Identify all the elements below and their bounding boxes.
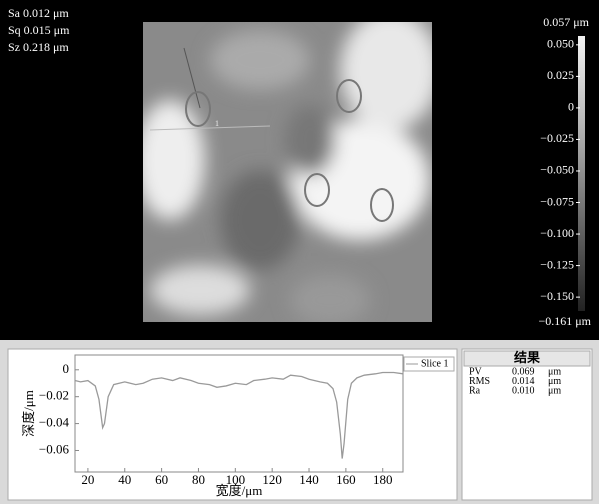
stat: Sa 0.012 μm bbox=[8, 6, 69, 20]
x-tick-label: 20 bbox=[81, 472, 94, 487]
result-cell: Ra bbox=[469, 385, 481, 396]
x-tick-label: 160 bbox=[336, 472, 356, 487]
page: 1 0.057 μm −0.161 μm 结果 Sa 0.012 μm Sq 0.… bbox=[0, 0, 599, 504]
colorbar-tick-label: 0 bbox=[568, 100, 574, 114]
marker-label: 1 bbox=[215, 119, 219, 128]
colorbar-tick-label: −0.075 bbox=[540, 194, 574, 208]
stat: Sz 0.218 μm bbox=[8, 40, 69, 54]
y-tick-label: −0.06 bbox=[39, 441, 70, 456]
stat: Sq 0.015 μm bbox=[8, 23, 70, 37]
y-axis-label: 深度/μm bbox=[21, 390, 36, 437]
x-tick-label: 60 bbox=[155, 472, 168, 487]
y-tick-label: −0.02 bbox=[39, 388, 69, 403]
legend-label: Slice 1 bbox=[421, 358, 449, 369]
colorbar-tick-label: 0.050 bbox=[547, 37, 574, 51]
colorbar-tick-label: −0.150 bbox=[540, 289, 574, 303]
result-cell: 0.010 bbox=[512, 385, 535, 396]
x-tick-label: 140 bbox=[299, 472, 319, 487]
x-tick-label: 180 bbox=[373, 472, 393, 487]
colorbar-tick-label: −0.100 bbox=[540, 226, 574, 240]
results-title: 结果 bbox=[514, 350, 540, 365]
x-tick-label: 120 bbox=[262, 472, 282, 487]
surface-image: 1 bbox=[135, 10, 440, 325]
colorbar-max: 0.057 μm bbox=[543, 15, 589, 29]
colorbar bbox=[578, 36, 585, 311]
x-tick-label: 40 bbox=[118, 472, 131, 487]
x-axis-label: 宽度/μm bbox=[216, 483, 263, 498]
screen: 1 0.057 μm −0.161 μm 结果 Sa 0.012 μm Sq 0.… bbox=[0, 0, 599, 504]
x-tick-label: 80 bbox=[192, 472, 205, 487]
result-cell: μm bbox=[548, 385, 561, 396]
colorbar-tick-label: −0.025 bbox=[540, 131, 574, 145]
colorbar-tick-label: 0.025 bbox=[547, 68, 574, 82]
y-tick-label: −0.04 bbox=[39, 415, 70, 430]
colorbar-tick-label: −0.050 bbox=[540, 163, 574, 177]
colorbar-min: −0.161 μm bbox=[538, 314, 591, 328]
colorbar-tick-label: −0.125 bbox=[540, 257, 574, 271]
y-tick-label: 0 bbox=[63, 361, 70, 376]
